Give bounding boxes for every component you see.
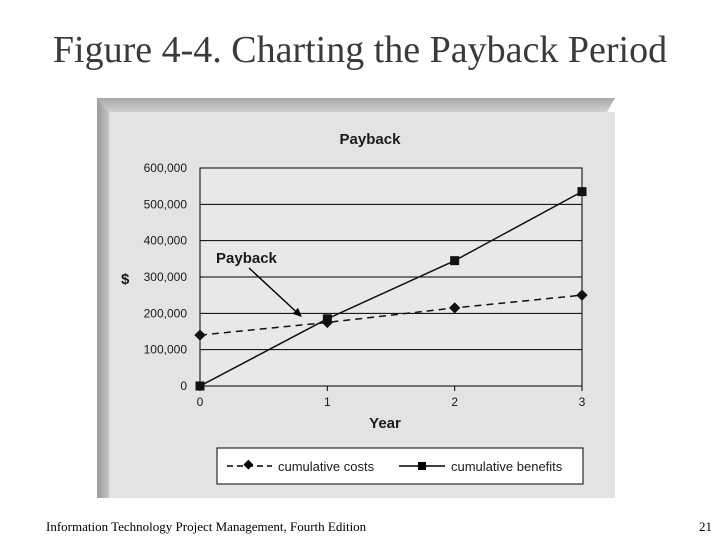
legend-benefits-marker: [418, 462, 426, 470]
y-tick-label: 600,000: [144, 161, 188, 175]
payback-chart: 0 100,000 200,000 300,000 400,000 500,000 600,…: [97, 98, 615, 498]
gridlines: [200, 167, 582, 351]
y-tick-label: 0: [180, 379, 187, 393]
y-tick-label: 500,000: [144, 197, 188, 211]
y-tick-label: 200,000: [144, 306, 188, 320]
benefits-point: [322, 314, 332, 324]
payback-annotation-arrowhead: [292, 307, 302, 317]
y-tick-label: 300,000: [144, 270, 188, 284]
footer-book-title: Information Technology Project Managemen…: [46, 519, 367, 534]
chart-title: Payback: [340, 131, 402, 148]
costs-point: [449, 302, 461, 314]
legend-costs-label: cumulative costs: [278, 459, 375, 474]
x-tick-label: 3: [579, 395, 586, 409]
y-tick-labels: 0 100,000 200,000 300,000 400,000 500,000 600,…: [144, 161, 188, 393]
benefits-point: [450, 256, 460, 266]
legend-costs-marker: [243, 459, 254, 470]
slide-title: Figure 4-4. Charting the Payback Period: [52, 29, 668, 71]
y-axis-label: $: [121, 271, 130, 288]
payback-annotation-label: Payback: [216, 250, 278, 267]
y-tick-label: 400,000: [144, 234, 188, 248]
y-tick-label: 100,000: [144, 343, 188, 357]
x-tick-label: 0: [197, 395, 204, 409]
costs-point: [576, 289, 588, 301]
benefits-point: [577, 187, 587, 197]
frame-bevel-top: [97, 98, 615, 112]
frame-bevel-left: [97, 98, 109, 498]
benefits-series-line: [199, 190, 583, 387]
payback-annotation-arrow-line: [248, 267, 296, 312]
benefits-point: [195, 381, 205, 391]
x-tick-label: 2: [451, 395, 458, 409]
x-axis-label: Year: [369, 415, 401, 432]
costs-series-line: [199, 294, 583, 336]
chart-figure: 0 100,000 200,000 300,000 400,000 500,000 600,…: [97, 98, 615, 498]
x-tick-label: 1: [324, 395, 331, 409]
legend-benefits-label: cumulative benefits: [451, 459, 563, 474]
page-number: 21: [699, 519, 712, 534]
